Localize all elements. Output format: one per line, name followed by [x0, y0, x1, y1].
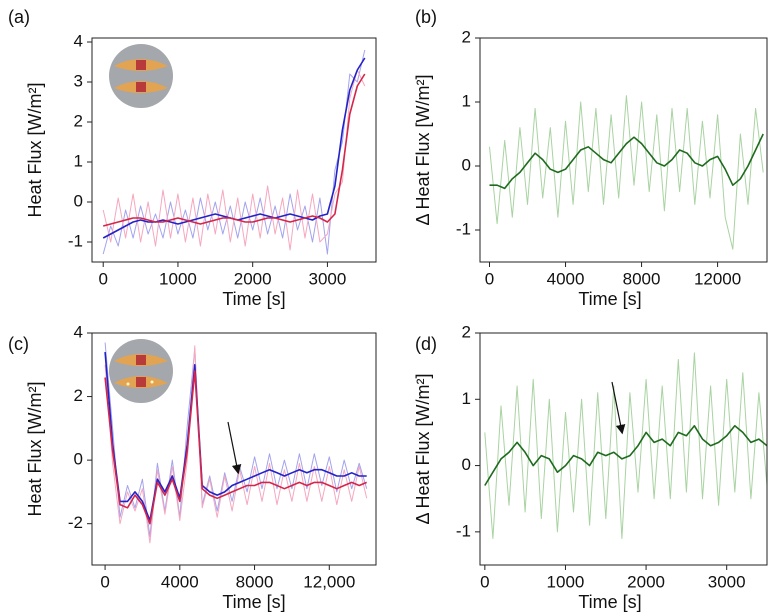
x-tick-label: 0	[98, 269, 107, 288]
y-tick-label: -1	[68, 231, 83, 250]
y-tick-label: 1	[462, 91, 471, 110]
smoothed-line	[104, 352, 367, 522]
y-tick-label: 2	[462, 27, 471, 46]
y-tick-label: 4	[74, 31, 83, 50]
plot-frame	[91, 37, 377, 263]
y-tick-label: 2	[74, 386, 83, 405]
x-tick-label: 4000	[547, 269, 585, 288]
panel: (d) 0 1000 2000 3000 -1 0 1 2 Time [s] Δ Heat Flux…	[413, 322, 768, 612]
x-axis-label: Time [s]	[578, 289, 641, 309]
x-tick-label: 2000	[627, 572, 665, 591]
x-tick-label: 3000	[309, 269, 347, 288]
smoothed-line	[484, 425, 768, 486]
panel: (c) 0 4000 8000 12,000 -2 0 2 4 Time [s] Heat Flux…	[8, 322, 377, 612]
x-tick-label: 0	[485, 269, 494, 288]
y-tick-label: -1	[456, 219, 471, 238]
y-axis-label: Δ Heat Flux [W/m²]	[413, 74, 433, 225]
panel-label: (a)	[8, 7, 30, 27]
smoothed-line	[489, 133, 764, 190]
y-axis-label: Heat Flux [W/m²]	[25, 381, 45, 516]
y-tick-label: 2	[74, 111, 83, 130]
raw-line	[484, 352, 768, 539]
arrow	[611, 381, 626, 435]
inset-icon	[109, 339, 173, 403]
y-tick-label: 4	[74, 322, 83, 341]
x-tick-label: 2000	[234, 269, 272, 288]
y-tick-label: 0	[462, 455, 471, 474]
y-tick-label: -2	[68, 513, 83, 532]
x-tick-label: 0	[480, 572, 489, 591]
x-axis-label: Time [s]	[222, 592, 285, 612]
x-tick-label: 12,000	[303, 572, 355, 591]
panel-label: (d)	[415, 334, 437, 354]
x-tick-label: 3000	[708, 572, 746, 591]
x-tick-label: 8000	[623, 269, 661, 288]
y-tick-label: 3	[74, 71, 83, 90]
raw-line	[489, 95, 764, 250]
plot-frame	[479, 37, 768, 263]
y-axis-label: Heat Flux [W/m²]	[25, 82, 45, 217]
plot-frame	[91, 332, 377, 566]
x-tick-label: 1000	[547, 572, 585, 591]
panel-label: (c)	[8, 334, 29, 354]
y-tick-label: 0	[462, 155, 471, 174]
x-tick-label: 4000	[161, 572, 199, 591]
y-tick-label: 2	[462, 322, 471, 341]
y-axis-label: Δ Heat Flux [W/m²]	[413, 373, 433, 524]
inset-icon	[109, 44, 173, 108]
raw-line	[102, 69, 366, 251]
y-tick-label: 0	[74, 450, 83, 469]
arrow	[227, 421, 242, 475]
panel: (a) 0 1000 2000 3000 -1 0 1 2 3 4 Time [s] Heat Flux…	[8, 7, 377, 309]
panel: (b) 0 4000 8000 12000 -1 0 1 2 Time [s] Δ Heat Flu…	[413, 7, 768, 309]
y-tick-label: -1	[456, 521, 471, 540]
y-tick-label: 1	[74, 151, 83, 170]
y-tick-label: 1	[462, 389, 471, 408]
y-tick-label: 0	[74, 191, 83, 210]
x-tick-label: 12000	[694, 269, 741, 288]
x-tick-label: 8000	[236, 572, 274, 591]
x-tick-label: 0	[100, 572, 109, 591]
x-axis-label: Time [s]	[578, 592, 641, 612]
smoothed-line	[104, 370, 368, 525]
plot-frame	[479, 332, 768, 566]
panel-label: (b)	[415, 7, 437, 27]
smoothed-line	[102, 73, 366, 227]
x-axis-label: Time [s]	[222, 289, 285, 309]
x-tick-label: 1000	[159, 269, 197, 288]
